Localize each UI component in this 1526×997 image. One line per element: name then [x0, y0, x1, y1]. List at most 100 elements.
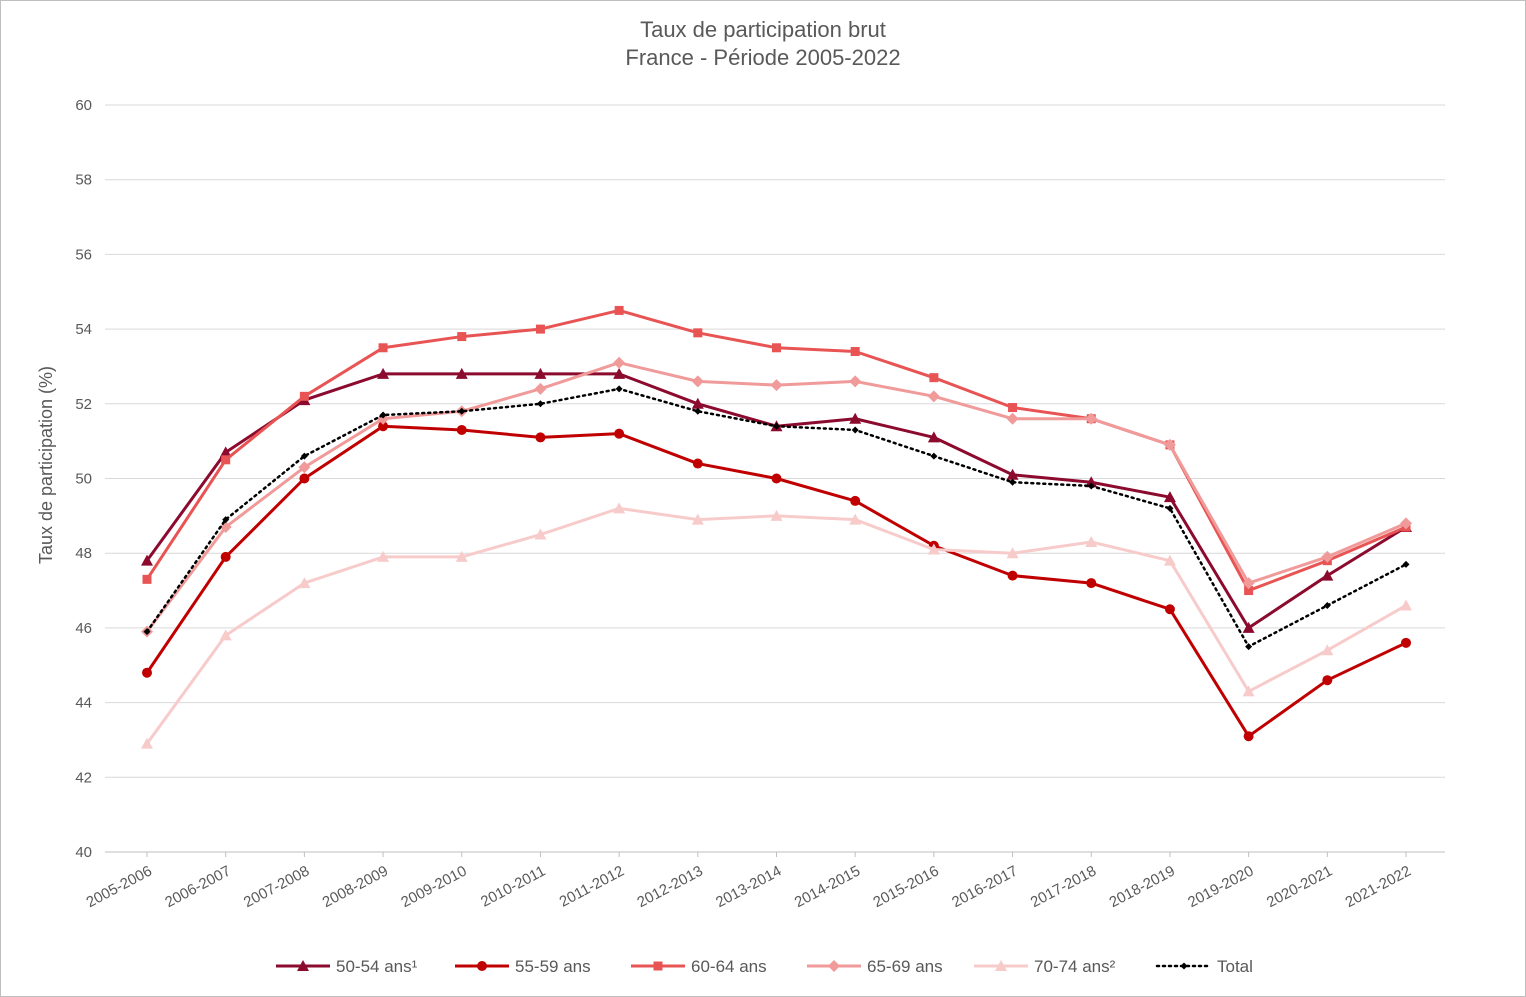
- legend-label: 65-69 ans: [867, 957, 943, 976]
- legend-label: 60-64 ans: [691, 957, 767, 976]
- y-axis-label: Taux de participation (%): [36, 366, 56, 564]
- data-point: [1085, 476, 1098, 488]
- x-tick-label: 2019-2020: [1185, 863, 1256, 912]
- data-point: [1401, 637, 1411, 648]
- x-tick-label: 2006-2007: [162, 863, 233, 912]
- series-line: [145, 308, 1407, 593]
- y-tick-label: 40: [75, 844, 92, 861]
- y-tick-label: 54: [75, 321, 92, 338]
- data-point: [613, 367, 626, 379]
- x-tick-label: 2020-2021: [1264, 863, 1335, 912]
- data-point: [458, 407, 466, 415]
- data-point: [1166, 504, 1174, 512]
- x-tick-label: 2021-2022: [1343, 863, 1414, 912]
- data-point: [1242, 621, 1255, 633]
- data-point: [691, 513, 704, 525]
- chart-title: Taux de participation brut: [640, 17, 886, 42]
- data-point: [1242, 577, 1255, 590]
- data-point: [1008, 403, 1018, 413]
- data-point: [1321, 644, 1334, 656]
- data-point: [1323, 601, 1331, 609]
- legend-label: Total: [1217, 957, 1253, 976]
- legend-item-3[interactable]: 60-64 ans: [631, 957, 767, 976]
- data-point: [299, 473, 310, 484]
- data-point: [615, 385, 623, 393]
- data-point: [927, 543, 940, 555]
- legend-item-6[interactable]: Total: [1155, 957, 1253, 976]
- data-point: [1400, 517, 1412, 530]
- data-point: [379, 411, 387, 419]
- y-tick-label: 58: [75, 172, 92, 189]
- data-point: [929, 373, 939, 383]
- y-axis-ticks: 40 42 44 46 48 50 52 54 56 58 60: [75, 97, 92, 861]
- legend[interactable]: 50-54 ans¹ 55-59 ans 60-64 ans 65-69 ans 70-…: [276, 957, 1253, 976]
- series-group: [141, 305, 1412, 749]
- legend-marker: [828, 960, 840, 972]
- data-point: [455, 550, 468, 562]
- x-tick-label: 2015-2016: [870, 863, 941, 912]
- data-point: [1087, 482, 1095, 490]
- data-point: [299, 391, 309, 401]
- y-tick-label: 60: [75, 97, 92, 114]
- data-point: [378, 421, 389, 432]
- data-point: [377, 550, 390, 562]
- data-point: [1009, 478, 1017, 486]
- data-point: [141, 554, 153, 566]
- data-point: [694, 407, 702, 415]
- chart-subtitle: France - Période 2005-2022: [625, 45, 901, 70]
- data-point: [692, 458, 703, 469]
- legend-item-4[interactable]: 65-69 ans: [807, 957, 943, 976]
- y-tick-label: 46: [75, 620, 92, 637]
- data-point: [927, 390, 940, 403]
- data-point: [614, 428, 625, 439]
- y-tick-label: 44: [75, 695, 92, 712]
- data-point: [849, 375, 862, 388]
- data-point: [927, 431, 940, 443]
- data-point: [849, 412, 862, 424]
- x-tick-label: 2011-2012: [557, 863, 627, 911]
- data-point: [219, 446, 232, 458]
- x-tick-label: 2013-2014: [713, 863, 784, 912]
- data-point: [222, 516, 230, 524]
- data-point: [1164, 604, 1175, 615]
- data-point: [535, 324, 545, 334]
- legend-item-5[interactable]: 70-74 ans²: [974, 957, 1116, 976]
- data-point: [1006, 468, 1019, 480]
- data-point: [1085, 412, 1098, 425]
- data-point: [1244, 586, 1254, 596]
- data-point: [1322, 675, 1333, 686]
- data-point: [770, 379, 783, 392]
- x-tick-label: 2010-2011: [478, 863, 548, 911]
- data-point: [1242, 685, 1255, 697]
- y-tick-label: 48: [75, 545, 92, 562]
- data-point: [378, 343, 388, 353]
- legend-marker: [653, 961, 663, 971]
- x-tick-label: 2018-2019: [1106, 863, 1177, 912]
- data-point: [298, 461, 311, 474]
- data-point: [456, 424, 467, 435]
- y-tick-label: 52: [75, 396, 92, 413]
- data-point: [1402, 560, 1410, 568]
- legend-item-1[interactable]: 50-54 ans¹: [276, 957, 418, 976]
- chart-title-block: Taux de participation brut France - Péri…: [0, 16, 1526, 72]
- data-point: [772, 343, 781, 353]
- data-point: [1007, 570, 1018, 581]
- legend-marker: [995, 960, 1007, 971]
- data-point: [614, 305, 624, 315]
- legend-item-2[interactable]: 55-59 ans: [455, 957, 591, 976]
- data-point: [377, 367, 390, 379]
- data-point: [1243, 731, 1254, 742]
- data-point: [613, 502, 626, 514]
- y-tick-label: 56: [75, 246, 92, 263]
- data-point: [770, 509, 783, 521]
- series-6: [143, 385, 1410, 651]
- data-point: [850, 347, 860, 357]
- legend-marker: [297, 960, 309, 971]
- x-tick-label: 2007-2008: [241, 863, 312, 912]
- data-point: [930, 452, 938, 460]
- data-point: [142, 574, 152, 584]
- legend-marker: [1180, 962, 1188, 970]
- data-point: [300, 452, 308, 460]
- data-point: [534, 528, 547, 540]
